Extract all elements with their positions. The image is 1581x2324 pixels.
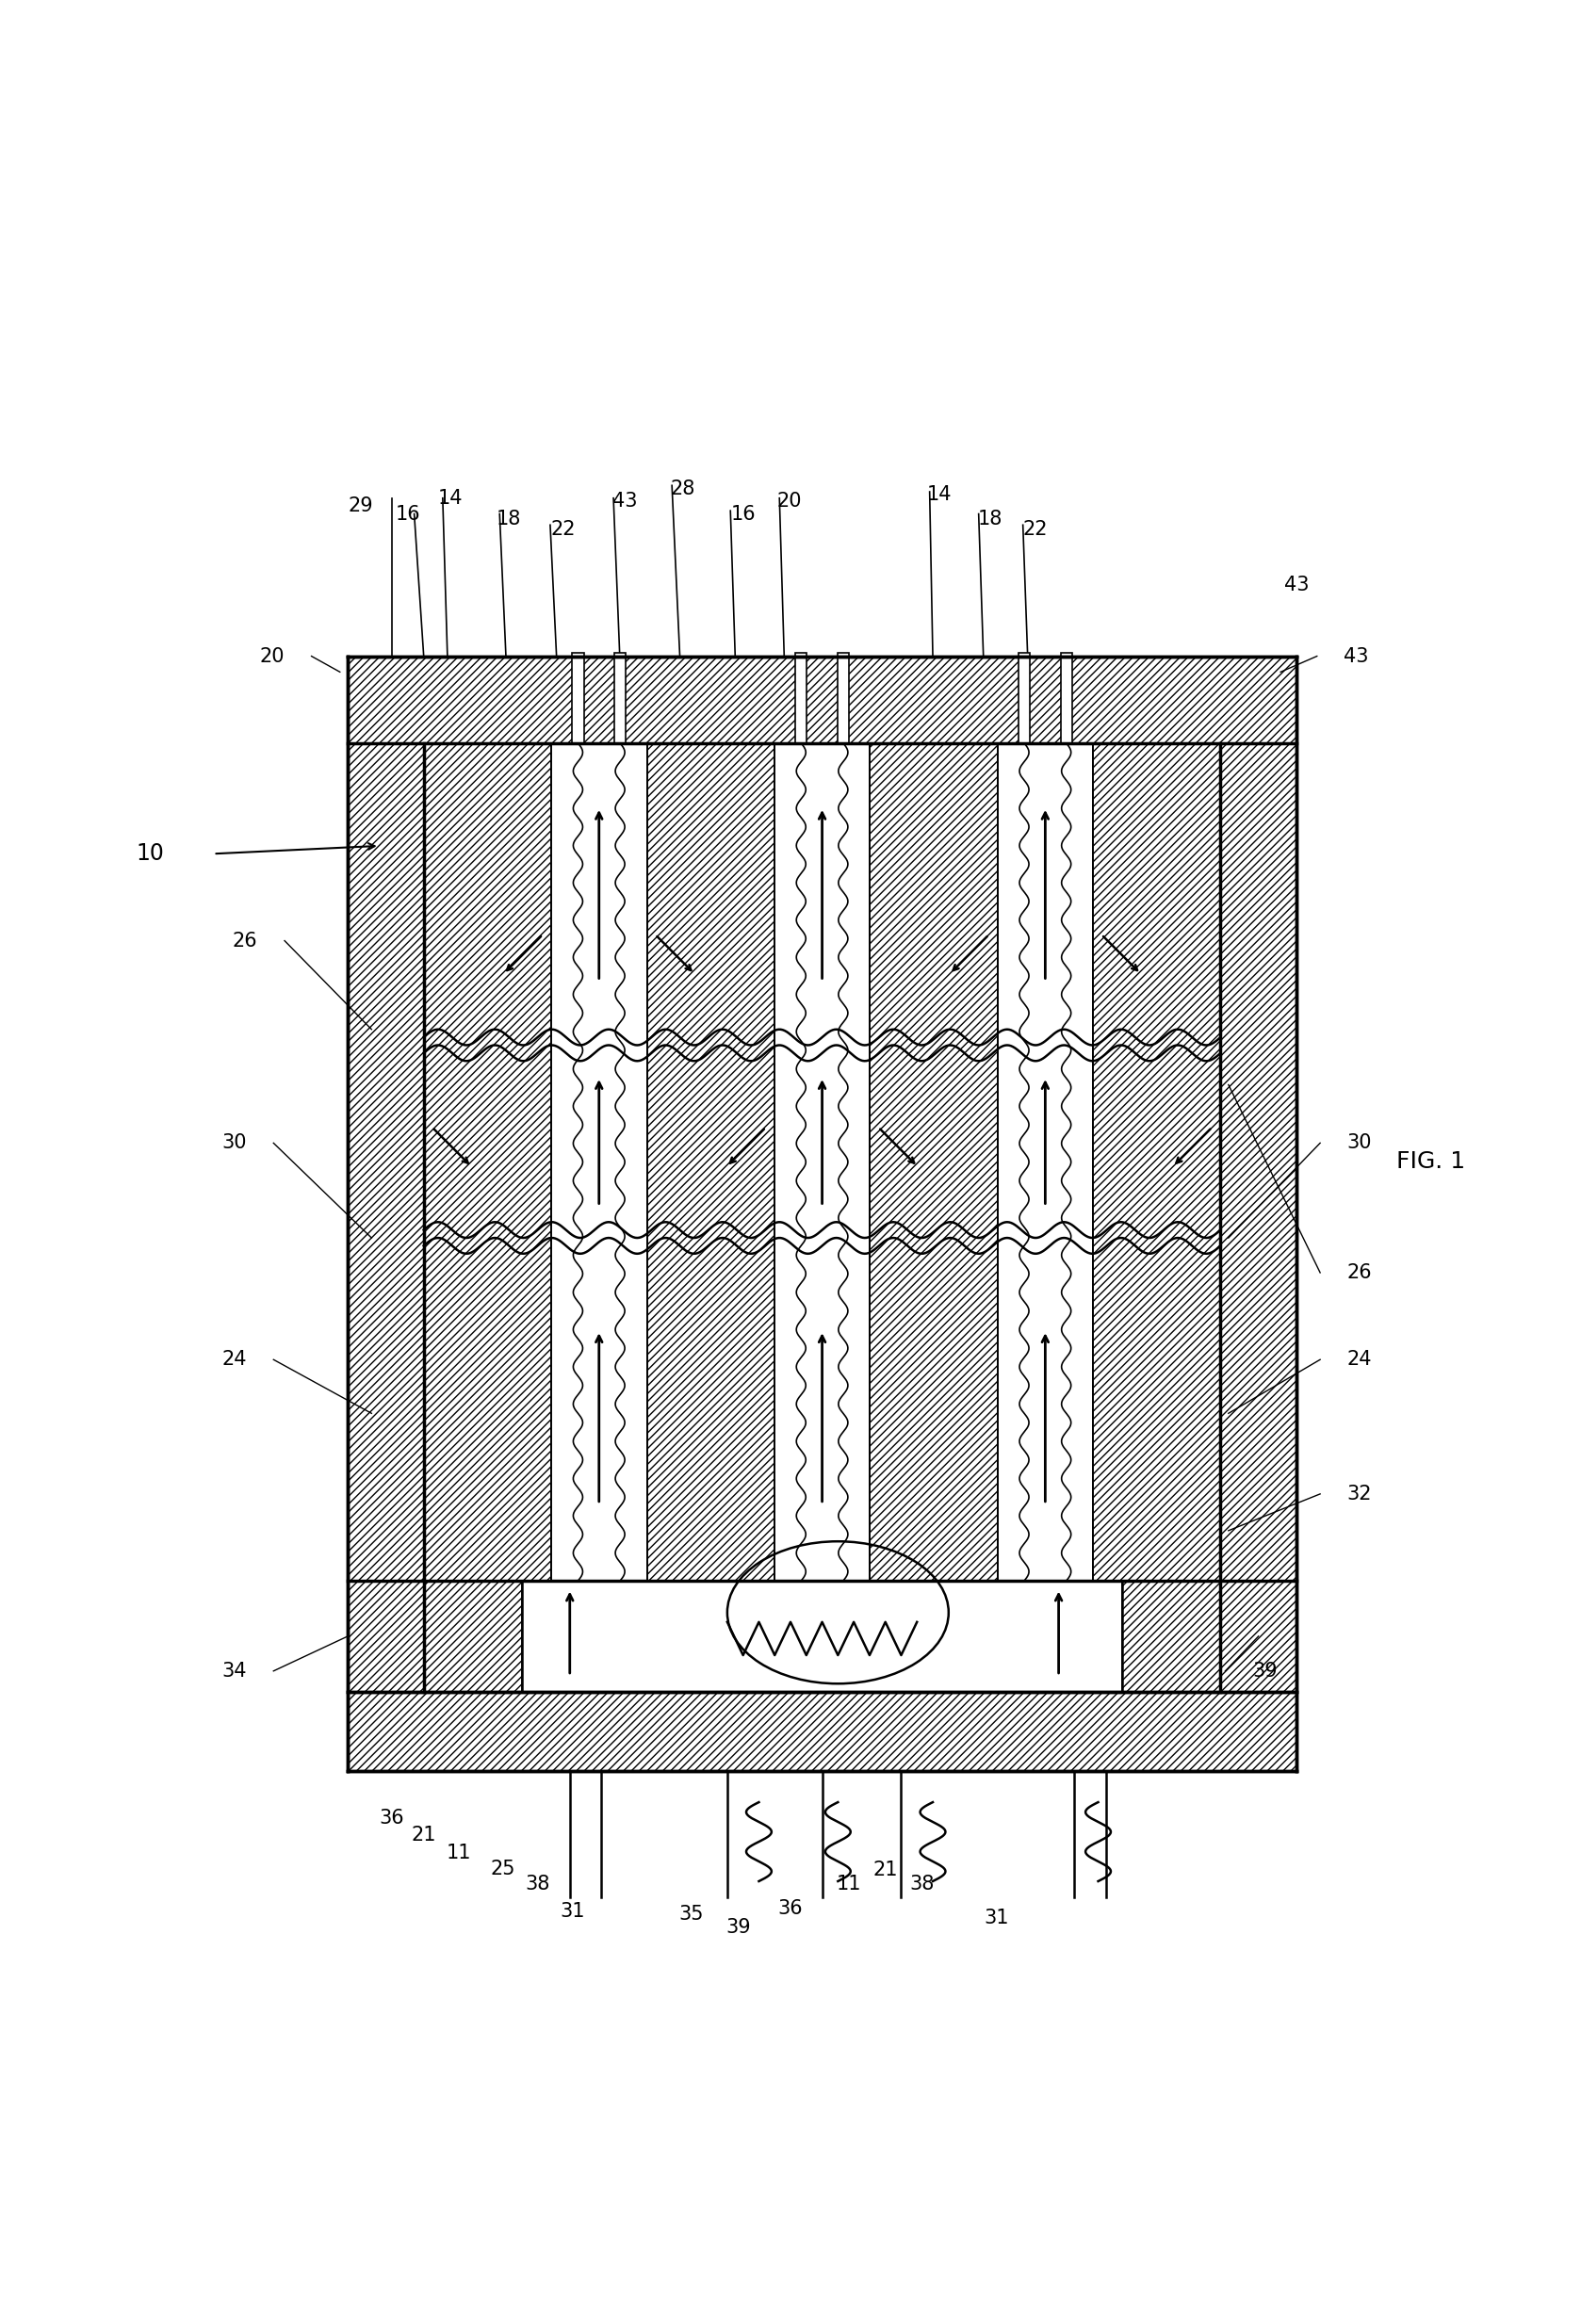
Text: 39: 39 bbox=[726, 1917, 751, 1936]
Bar bbox=[775, 744, 870, 1580]
Bar bbox=[1092, 744, 1221, 1580]
Bar bbox=[795, 653, 806, 744]
Text: 21: 21 bbox=[873, 1862, 898, 1880]
Bar bbox=[1221, 744, 1296, 1692]
Text: 25: 25 bbox=[490, 1859, 515, 1878]
Bar bbox=[615, 653, 626, 744]
Bar bbox=[838, 653, 849, 744]
Text: 34: 34 bbox=[221, 1662, 247, 1680]
Text: 31: 31 bbox=[983, 1908, 1009, 1927]
Text: 31: 31 bbox=[560, 1901, 585, 1920]
Bar bbox=[522, 1580, 1123, 1692]
Text: 14: 14 bbox=[926, 486, 952, 504]
Text: 29: 29 bbox=[348, 497, 373, 516]
Text: 16: 16 bbox=[395, 504, 421, 523]
Bar bbox=[348, 744, 424, 1692]
Text: 11: 11 bbox=[836, 1875, 862, 1894]
Bar bbox=[552, 744, 647, 1580]
Text: 43: 43 bbox=[1344, 646, 1369, 665]
Bar bbox=[1123, 1580, 1221, 1692]
Bar bbox=[572, 653, 583, 744]
Text: 30: 30 bbox=[221, 1134, 247, 1153]
Text: 36: 36 bbox=[379, 1808, 405, 1827]
Text: 26: 26 bbox=[232, 932, 258, 951]
Text: 43: 43 bbox=[1284, 576, 1309, 595]
Bar bbox=[1061, 653, 1072, 744]
Bar bbox=[998, 744, 1092, 1580]
Text: 22: 22 bbox=[550, 521, 575, 539]
Text: 20: 20 bbox=[776, 493, 802, 511]
Bar bbox=[348, 655, 1296, 744]
Text: 38: 38 bbox=[909, 1875, 934, 1894]
Bar bbox=[870, 744, 998, 1580]
Text: 24: 24 bbox=[221, 1350, 247, 1369]
Text: 11: 11 bbox=[446, 1843, 471, 1862]
Text: 35: 35 bbox=[678, 1906, 704, 1924]
Bar bbox=[348, 1692, 1296, 1771]
Text: 38: 38 bbox=[525, 1875, 550, 1894]
Text: 18: 18 bbox=[977, 509, 1002, 528]
Text: 16: 16 bbox=[730, 504, 756, 523]
Bar bbox=[647, 744, 775, 1580]
Text: 26: 26 bbox=[1347, 1264, 1372, 1283]
Text: 30: 30 bbox=[1347, 1134, 1372, 1153]
Bar bbox=[424, 744, 552, 1580]
Text: 14: 14 bbox=[438, 488, 463, 507]
Text: 21: 21 bbox=[411, 1827, 436, 1845]
Text: 43: 43 bbox=[612, 493, 637, 511]
Bar bbox=[1018, 653, 1029, 744]
Text: 20: 20 bbox=[259, 646, 285, 665]
Text: 18: 18 bbox=[496, 509, 522, 528]
Text: FIG. 1: FIG. 1 bbox=[1396, 1150, 1466, 1174]
Text: 32: 32 bbox=[1347, 1485, 1372, 1504]
Text: 10: 10 bbox=[136, 844, 164, 865]
Text: 39: 39 bbox=[1252, 1662, 1277, 1680]
Text: 36: 36 bbox=[778, 1899, 803, 1917]
Text: 22: 22 bbox=[1023, 521, 1048, 539]
Bar bbox=[424, 1580, 522, 1692]
Text: 24: 24 bbox=[1347, 1350, 1372, 1369]
Text: 28: 28 bbox=[670, 479, 696, 497]
